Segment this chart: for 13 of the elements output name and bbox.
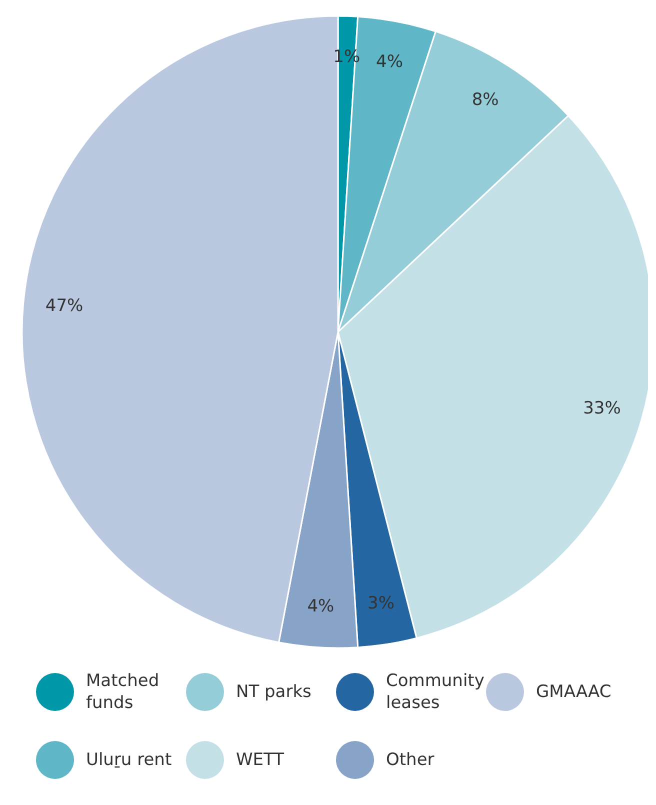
legend-label: NT parks [236, 681, 312, 703]
data-label: 4% [376, 52, 404, 72]
data-label: 3% [368, 594, 394, 614]
legend-label: Community leases [386, 670, 484, 714]
data-label: 8% [472, 90, 499, 110]
data-label: 33% [583, 398, 621, 419]
legend-label: Uluṟu rent [86, 749, 173, 771]
legend-label: Other [386, 749, 436, 771]
legend-label: GMAAAC [536, 681, 612, 703]
data-label: 47% [45, 296, 84, 316]
legend-label: WETT [236, 749, 286, 771]
data-label: 4% [307, 596, 334, 616]
legend-label: Matched funds [86, 670, 160, 714]
